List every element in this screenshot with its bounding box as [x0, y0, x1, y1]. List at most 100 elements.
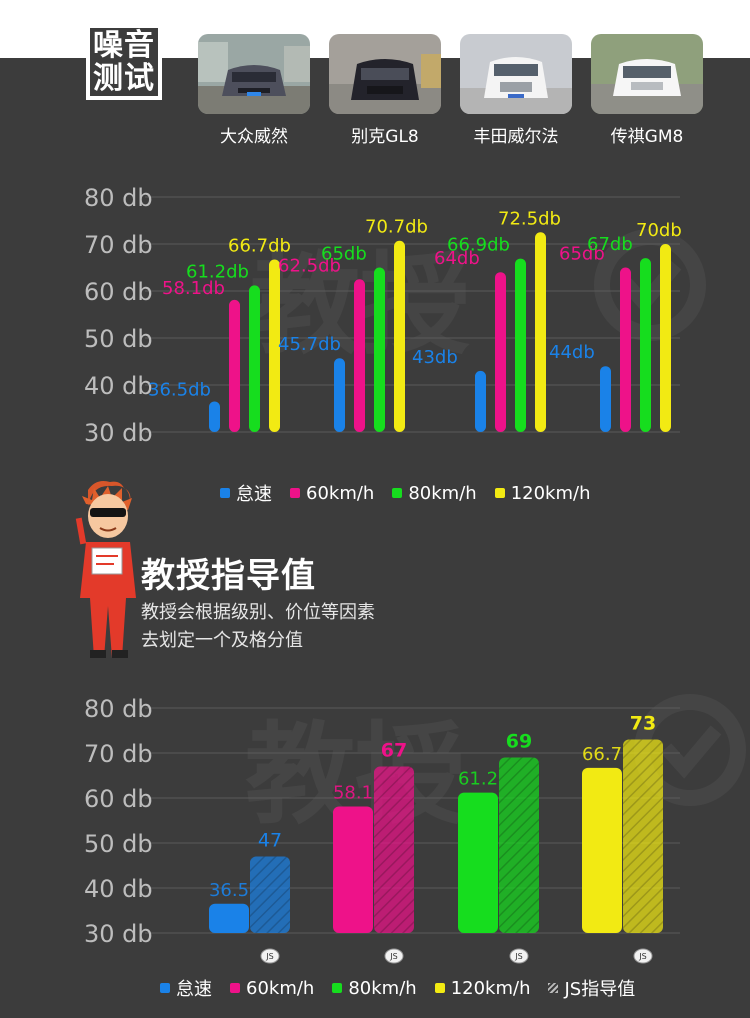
legend-label: JS指导值: [564, 979, 636, 1000]
legend-item: 60km/h: [230, 978, 314, 999]
legend-item: 怠速: [160, 975, 212, 1001]
bar-60km/h-大众威然: [229, 299, 240, 432]
legend-label: 80km/h: [348, 977, 417, 999]
bar-80km/h-大众威然: [249, 285, 260, 432]
data-label: 44db: [549, 342, 595, 363]
data-label: 70db: [636, 220, 682, 241]
chart1-legend: 怠速 60km/h 80km/h 120km/h: [220, 480, 608, 506]
measured-label: 36.5: [209, 880, 249, 901]
js-tag-icon: [384, 948, 404, 964]
legend-swatch: [332, 983, 343, 993]
data-label: 70.7db: [365, 217, 428, 238]
data-label: 36.5db: [148, 379, 211, 400]
noise-chart: 80 db 70 db 60 db 50 db 40 db 30 db 36.5db 45.…: [84, 184, 682, 447]
car-name-2: 别克GL8: [351, 127, 419, 147]
legend-swatch: [392, 488, 403, 498]
legend-label: 80km/h: [408, 482, 477, 504]
bar-80km/h-别克GL8: [374, 267, 385, 432]
js-tag-label: JS: [389, 952, 397, 961]
car-name-1: 大众威然: [220, 127, 288, 147]
y-tick-label: 80 db: [84, 184, 153, 212]
chart2-legend: 怠速 60km/h 80km/h 120km/h JS指导值: [160, 975, 653, 1001]
bar-怠速-传祺GM8: [600, 366, 611, 432]
bar-measured-3: [582, 767, 622, 933]
data-label: 43db: [412, 347, 458, 368]
data-label: 65db: [559, 244, 605, 265]
legend-item: 80km/h: [392, 482, 477, 504]
y-tick-label: 60 db: [84, 278, 153, 306]
legend-swatch: [290, 488, 300, 498]
guide-chart: 80 db 70 db 60 db 50 db 40 db 30 db JS 36.5 47 J…: [84, 695, 680, 964]
bar-60km/h-丰田威尔法: [495, 272, 506, 432]
y-tick-label: 50 db: [84, 830, 153, 858]
legend-swatch: [434, 983, 445, 993]
professor-description: 教授会根据级别、价位等因素 去划定一个及格分值: [141, 599, 375, 655]
car-photo-2: [329, 34, 441, 114]
bar-怠速-丰田威尔法: [475, 370, 486, 432]
measured-label: 58.1: [333, 783, 373, 804]
car-name-3: 丰田威尔法: [473, 127, 559, 147]
legend-label: 120km/h: [510, 482, 591, 504]
y-tick-label: 30 db: [84, 419, 153, 447]
legend-swatch: [230, 983, 240, 993]
bar-guide-hatch-1: [374, 766, 414, 933]
badge-line-2: 测试: [93, 61, 155, 96]
guide-label: 67: [381, 740, 407, 762]
legend-label: 怠速: [236, 484, 272, 505]
data-label: 62.5db: [278, 255, 341, 276]
legend-item: 80km/h: [332, 977, 417, 999]
data-label: 67db: [587, 234, 633, 255]
bar-怠速-大众威然: [209, 401, 220, 432]
data-label: 72.5db: [498, 208, 561, 229]
guide-label: 73: [630, 713, 656, 735]
guide-label: 47: [258, 830, 282, 852]
legend-label: 60km/h: [246, 977, 315, 999]
bar-120km/h-别克GL8: [394, 240, 405, 432]
bar-60km/h-传祺GM8: [620, 267, 631, 432]
measured-label: 66.7: [582, 744, 622, 765]
legend-item: 120km/h: [494, 482, 591, 504]
legend-item: 60km/h: [290, 483, 374, 504]
y-tick-label: 60 db: [84, 785, 153, 813]
car-photo-1: [198, 34, 310, 114]
data-label: 66.9db: [447, 235, 510, 256]
js-tag-label: JS: [265, 952, 273, 961]
data-label: 45.7db: [278, 334, 341, 355]
bar-measured-2: [458, 792, 498, 933]
js-tag-icon: [260, 948, 280, 964]
js-tag-icon: [509, 948, 529, 964]
professor-title: 教授指导值: [141, 556, 316, 596]
desc-line-2: 去划定一个及格分值: [141, 630, 303, 651]
bar-120km/h-大众威然: [269, 259, 280, 432]
legend-label: 60km/h: [306, 482, 375, 504]
data-label: 66.7db: [228, 236, 291, 257]
bar-120km/h-传祺GM8: [660, 244, 671, 432]
js-tag-label: JS: [514, 952, 522, 961]
bar-120km/h-丰田威尔法: [535, 232, 546, 432]
bar-80km/h-传祺GM8: [640, 258, 651, 432]
bar-60km/h-别克GL8: [354, 279, 365, 432]
data-label: 58.1db: [162, 278, 225, 299]
js-tag-label: JS: [638, 952, 646, 961]
bar-measured-0: [209, 903, 249, 933]
data-label: 65db: [321, 244, 367, 265]
y-tick-label: 40 db: [84, 372, 153, 400]
data-label: 61.2db: [186, 261, 249, 282]
legend-item: JS指导值: [548, 975, 635, 1001]
legend-label: 120km/h: [450, 977, 531, 999]
legend-swatch: [220, 488, 230, 498]
data-label: 64db: [434, 248, 480, 269]
professor-avatar: [75, 481, 136, 658]
bar-guide-hatch-0: [250, 856, 290, 933]
section-title-badge: 噪音 测试: [86, 24, 162, 100]
legend-item: 怠速: [220, 480, 272, 506]
bar-80km/h-丰田威尔法: [515, 258, 526, 432]
bar-怠速-别克GL8: [334, 358, 345, 432]
y-tick-label: 80 db: [84, 695, 153, 723]
y-tick-label: 40 db: [84, 875, 153, 903]
legend-label: 怠速: [176, 979, 212, 1000]
bar-guide-hatch-2: [499, 757, 539, 933]
y-tick-label: 30 db: [84, 920, 153, 948]
y-tick-label: 50 db: [84, 325, 153, 353]
y-tick-label: 70 db: [84, 231, 153, 259]
